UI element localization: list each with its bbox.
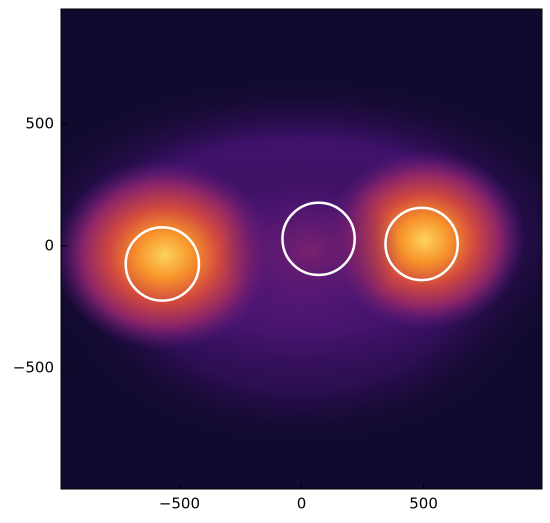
y-tick-label: −500 — [13, 359, 54, 377]
circle-marker — [281, 201, 356, 277]
circle-marker — [384, 206, 460, 282]
y-tick-label: 500 — [25, 114, 54, 132]
circle-marker — [124, 226, 201, 302]
x-tick-label: 0 — [297, 495, 307, 513]
x-tick-label: 500 — [409, 495, 438, 513]
x-tick-label: −500 — [159, 495, 200, 513]
heatmap — [61, 9, 542, 489]
y-tick-label: 0 — [44, 236, 54, 254]
